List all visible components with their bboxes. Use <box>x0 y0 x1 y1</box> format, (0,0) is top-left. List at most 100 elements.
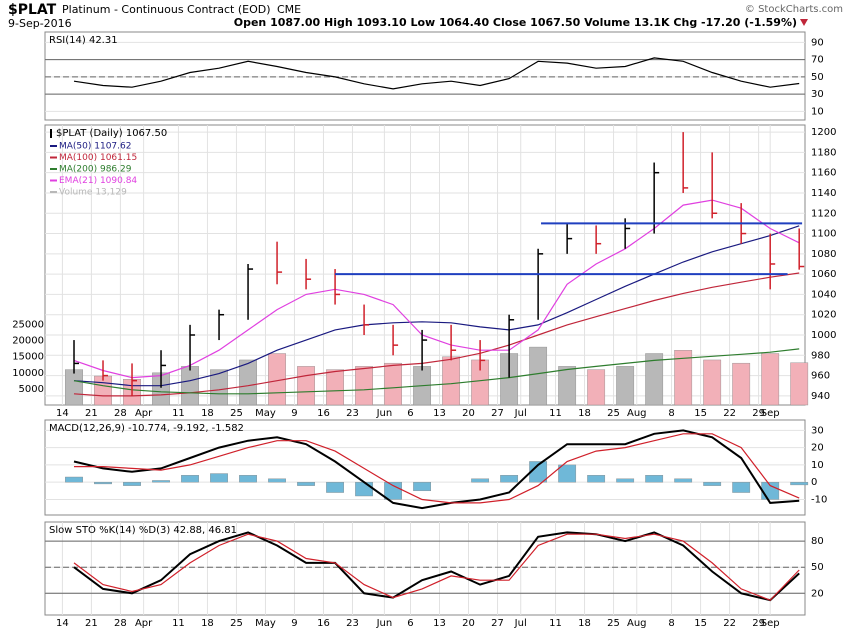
x-tick-label: 28 <box>114 618 127 629</box>
x-tick-label: 20 <box>462 618 475 629</box>
x-tick-label: Aug <box>627 618 647 629</box>
line <box>73 531 800 602</box>
y-tick-label: 1000 <box>811 330 836 341</box>
y-tick-label: 1200 <box>811 127 836 138</box>
bar <box>239 475 257 483</box>
y-tick-label: 30 <box>811 89 824 100</box>
instrument-name: Platinum - Continuous Contract (EOD) <box>62 3 271 16</box>
x-tick-label: 25 <box>230 618 243 629</box>
bar <box>732 481 751 493</box>
x-tick-label: 25 <box>607 408 620 419</box>
y-tick-label: 1120 <box>811 208 836 219</box>
y-tick-label: 50 <box>811 562 824 573</box>
x-tick-label: 18 <box>578 618 591 629</box>
legend-swatch <box>50 168 57 170</box>
bar <box>210 473 228 483</box>
x-tick-label: 18 <box>201 408 214 419</box>
y2-tick-label: 15000 <box>12 352 44 363</box>
line <box>73 199 800 379</box>
x-tick-label: 6 <box>407 408 413 419</box>
y-tick-label: 10 <box>811 106 824 117</box>
x-tick-label: 16 <box>317 408 330 419</box>
x-tick-label: 25 <box>230 408 243 419</box>
x-tick-label: May <box>255 408 276 419</box>
x-tick-label: 22 <box>723 408 736 419</box>
bar <box>65 476 83 483</box>
x-tick-label: 11 <box>172 618 185 629</box>
bar <box>645 353 664 406</box>
line <box>73 57 800 90</box>
x-tick-label: Jul <box>514 408 527 419</box>
legend-entry: MA(50) 1107.62 <box>59 142 131 152</box>
bar <box>326 369 344 406</box>
bar <box>384 362 402 406</box>
bar <box>761 353 780 406</box>
y2-tick-label: 10000 <box>12 368 44 379</box>
credit: © StockCharts.com <box>745 4 843 15</box>
y-tick-label: 30 <box>811 425 824 436</box>
panel <box>44 521 806 616</box>
bar <box>732 362 751 406</box>
legend-swatch <box>50 191 57 193</box>
bar <box>587 369 606 406</box>
bar <box>355 481 373 497</box>
x-tick-label: 23 <box>346 408 359 419</box>
y-tick-label: 10 <box>811 460 824 471</box>
y2-tick-label: 5000 <box>19 384 44 395</box>
exchange: CME <box>277 3 301 16</box>
panel-label: Slow STO %K(14) %D(3) 42.88, 46.81 <box>49 525 237 536</box>
y-tick-label: 960 <box>811 371 830 382</box>
x-tick-label: 6 <box>407 618 413 629</box>
y2-tick-label: 25000 <box>12 320 44 331</box>
legend-entry: MA(200) 986.29 <box>59 165 132 175</box>
y-tick-label: 1020 <box>811 310 836 321</box>
line <box>73 348 800 395</box>
x-tick-label: Sep <box>761 408 780 419</box>
y-tick-label: 0 <box>811 477 817 488</box>
bar <box>790 481 809 486</box>
x-tick-label: 25 <box>607 618 620 629</box>
x-tick-label: 11 <box>549 618 562 629</box>
x-tick-label: 11 <box>549 408 562 419</box>
bar <box>181 366 199 406</box>
bar <box>703 359 722 406</box>
bar <box>297 366 315 406</box>
bar <box>703 481 722 486</box>
quote: Open 1087.00 High 1093.10 Low 1064.40 Cl… <box>234 16 797 29</box>
bar <box>181 475 199 483</box>
bar <box>413 481 432 492</box>
x-tick-label: 21 <box>85 618 98 629</box>
bar <box>297 481 315 486</box>
bar <box>529 346 548 406</box>
x-tick-label: 14 <box>56 618 69 629</box>
y-tick-label: 1160 <box>811 168 836 179</box>
y-tick-label: 1060 <box>811 269 836 280</box>
bar <box>587 475 606 483</box>
bar <box>123 481 141 486</box>
bar <box>326 481 344 493</box>
bar <box>384 481 402 500</box>
bar <box>500 475 519 483</box>
legend-icon <box>50 129 52 138</box>
x-tick-label: 14 <box>56 408 69 419</box>
line <box>73 225 800 387</box>
x-tick-label: 13 <box>433 408 446 419</box>
y-tick-label: 80 <box>811 536 824 547</box>
bar <box>558 464 577 483</box>
x-tick-label: 22 <box>723 618 736 629</box>
bar <box>355 366 373 406</box>
x-tick-label: 27 <box>491 408 504 419</box>
x-tick-label: 18 <box>578 408 591 419</box>
y-tick-label: -10 <box>811 494 827 505</box>
line <box>73 272 800 397</box>
line <box>74 433 800 504</box>
y-tick-label: 90 <box>811 37 824 48</box>
y-tick-label: 1100 <box>811 229 836 240</box>
bar <box>790 362 809 406</box>
y-tick-label: 20 <box>811 443 824 454</box>
legend-entry: EMA(21) 1090.84 <box>59 176 137 186</box>
bar <box>442 356 461 406</box>
x-tick-label: Sep <box>761 618 780 629</box>
bar <box>152 480 170 483</box>
x-tick-label: 13 <box>433 618 446 629</box>
